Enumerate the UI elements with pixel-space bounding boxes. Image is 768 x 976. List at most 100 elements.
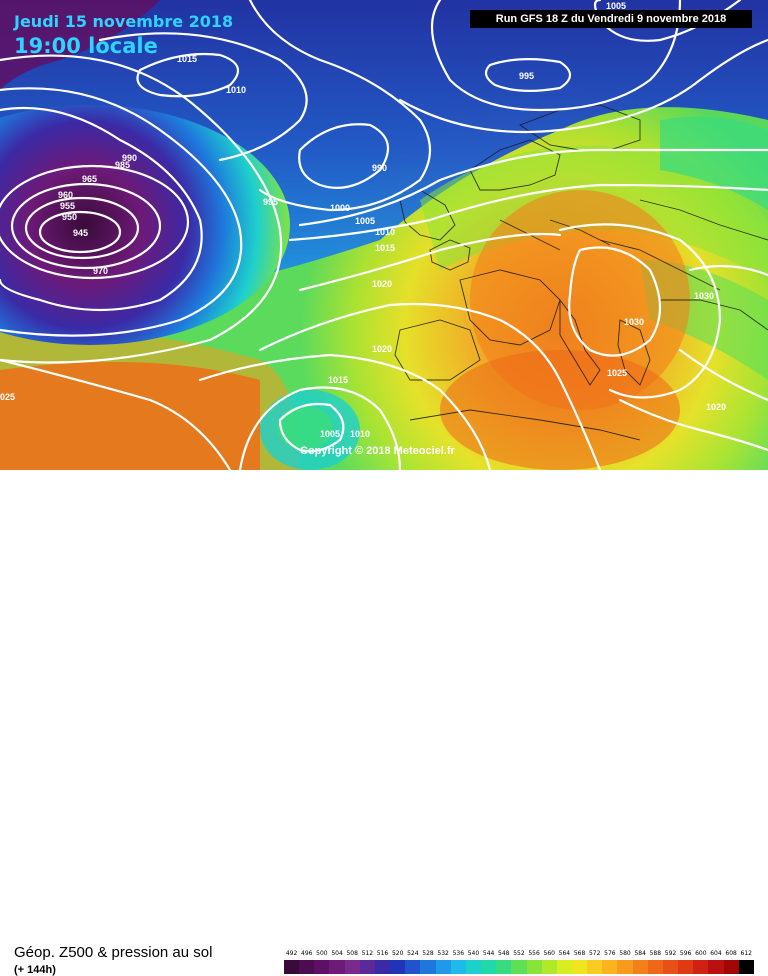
scale-tick-label: 536 (452, 950, 465, 957)
scale-swatch (662, 960, 679, 974)
scale-swatch (405, 960, 421, 974)
scale-swatch (632, 960, 648, 974)
scale-swatch (587, 960, 603, 974)
scale-swatch (571, 960, 588, 974)
isobar-label: 1015 (375, 243, 395, 253)
scale-swatch (647, 960, 663, 974)
scale-swatch (556, 960, 572, 974)
isobar-label: 970 (93, 266, 108, 276)
scale-tick-label: 544 (482, 950, 495, 957)
scale-tick-label: 528 (422, 950, 434, 957)
scale-swatch (511, 960, 527, 974)
isobar-label: 990 (372, 163, 387, 173)
scale-tick-label: 524 (407, 950, 419, 957)
scale-tick-label: 540 (467, 950, 480, 957)
scale-tick-label: 492 (285, 950, 298, 957)
forecast-range: (+ 144h) (14, 964, 56, 976)
scale-swatch (602, 960, 618, 974)
scale-swatch (314, 960, 330, 974)
scale-tick-label: 560 (543, 950, 555, 957)
isobar-label: 1025 (607, 368, 627, 378)
scale-tick-label: 596 (679, 950, 692, 957)
scale-swatch (708, 960, 724, 974)
isobar-label: 995 (519, 71, 534, 81)
scale-tick-label: 584 (634, 950, 646, 957)
map-title: Géop. Z500 & pression au sol (14, 944, 213, 961)
scale-swatch (344, 960, 360, 974)
model-run-label: Run GFS 18 Z du Vendredi 9 novembre 2018 (470, 10, 752, 28)
isobar-label: 960 (58, 190, 73, 200)
scale-swatch (284, 960, 300, 974)
isobar-label: 1005 (355, 216, 375, 226)
scale-swatch (450, 960, 466, 974)
scale-tick-label: 612 (740, 950, 752, 957)
scale-tick-label: 496 (301, 950, 313, 957)
scale-tick-label: 592 (664, 950, 677, 957)
isobar-label: 1030 (694, 291, 714, 301)
scale-swatch (723, 960, 739, 974)
isobar-label: 1005 (606, 1, 626, 11)
isobar-label: 985 (115, 160, 130, 170)
isobar-label: 1020 (706, 402, 726, 412)
scale-tick-label: 548 (498, 950, 510, 957)
scale-tick-label: 504 (331, 950, 343, 957)
scale-swatch (329, 960, 345, 974)
scale-swatch (481, 960, 497, 974)
isobar-label: 1015 (177, 54, 197, 64)
isobar-label: 1030 (624, 317, 644, 327)
scale-tick-label: 576 (604, 950, 616, 957)
scale-tick-label: 520 (391, 950, 404, 957)
scale-swatch (359, 960, 375, 974)
isobar-label: 950 (62, 212, 77, 222)
scale-swatch (465, 960, 482, 974)
scale-tick-label: 608 (725, 950, 737, 957)
scale-swatch (526, 960, 542, 974)
isobar-label: 025 (0, 392, 15, 402)
scale-swatch (435, 960, 451, 974)
scale-tick-label: 600 (695, 950, 707, 957)
isobar-label: 1000 (330, 203, 350, 213)
scale-tick-label: 580 (619, 950, 631, 957)
scale-tick-label: 552 (513, 950, 525, 957)
isobar-label: 990 (122, 153, 137, 163)
scale-tick-label: 604 (710, 950, 722, 957)
isobar-label: 995 (263, 197, 278, 207)
scale-tick-label: 508 (346, 950, 358, 957)
scale-swatch (496, 960, 512, 974)
scale-swatch (299, 960, 315, 974)
scale-tick-label: 512 (361, 950, 374, 957)
footer: Géop. Z500 & pression au sol (+ 144h) 49… (0, 470, 768, 976)
forecast-date: Jeudi 15 novembre 2018 (14, 12, 234, 31)
scale-tick-label: 516 (376, 950, 389, 957)
scale-tick-label: 564 (558, 950, 571, 957)
scale-swatch (541, 960, 557, 974)
scale-swatch (678, 960, 694, 974)
isobar-label: 965 (82, 174, 97, 184)
isobar-label: 1020 (372, 279, 392, 289)
scale-swatch (420, 960, 436, 974)
color-scale-labels: 492 496 500 504 508 512 516 520 524 528 532 536 540 5… (284, 950, 754, 960)
isobar-label: 1005 (320, 429, 340, 439)
forecast-time: 19:00 locale (14, 34, 158, 58)
scale-swatch (738, 960, 754, 974)
isobar-label: 1010 (375, 227, 395, 237)
scale-tick-label: 572 (588, 950, 601, 957)
isobar-label: 1010 (350, 429, 370, 439)
isobar-label: 1015 (328, 375, 348, 385)
color-scale-bar (284, 960, 754, 974)
scale-tick-label: 588 (649, 950, 662, 957)
isobar-label: 1020 (372, 344, 392, 354)
scale-tick-label: 568 (573, 950, 586, 957)
scale-tick-label: 500 (316, 950, 328, 957)
scale-tick-label: 532 (437, 950, 449, 957)
isobar-label: 945 (73, 228, 88, 238)
copyright: Copyright © 2018 Meteociel.fr (300, 445, 455, 457)
scale-swatch (617, 960, 633, 974)
scale-swatch (374, 960, 391, 974)
scale-tick-label: 556 (528, 950, 540, 957)
scale-swatch (390, 960, 406, 974)
scale-swatch (693, 960, 709, 974)
geopotential-map: 1015 1010 995 990 990 985 965 960 955 95… (0, 0, 768, 470)
isobar-label: 1010 (226, 85, 246, 95)
isobar-label: 955 (60, 201, 75, 211)
